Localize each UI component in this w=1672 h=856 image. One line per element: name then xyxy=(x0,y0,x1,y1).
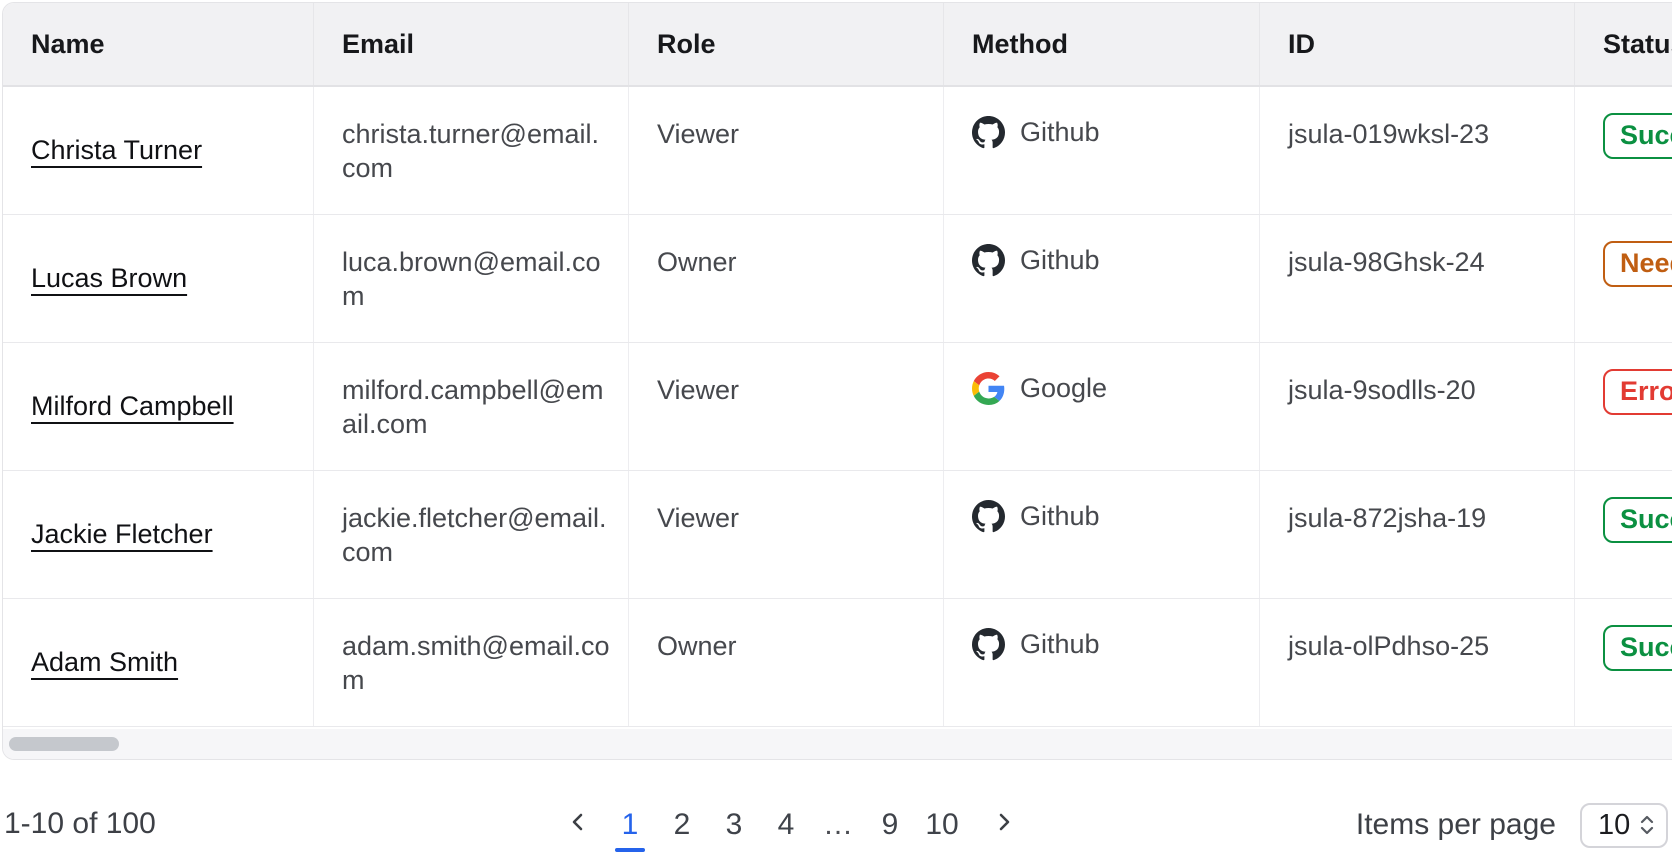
results-range-label: 1-10 of 100 xyxy=(4,807,156,840)
user-name-link[interactable]: Jackie Fletcher xyxy=(31,519,213,549)
status-cell: Success xyxy=(1574,599,1672,726)
method-label: Github xyxy=(1020,629,1100,659)
status-cell: Success xyxy=(1574,87,1672,214)
previous-page-button[interactable] xyxy=(556,794,600,856)
name-cell: Lucas Brown xyxy=(3,215,313,342)
select-spinner-icon xyxy=(1638,813,1656,837)
table-row: Adam Smith adam.smith@email.com Owner Githu… xyxy=(3,599,1672,727)
table-header-row: Name EmailRoleMethodIDStatus xyxy=(3,3,1672,87)
page-button-4[interactable]: 4 xyxy=(764,794,808,856)
table-row: Milford Campbell milford.campbell@email.c… xyxy=(3,343,1672,471)
column-header-role: Role xyxy=(628,3,943,85)
email-cell: luca.brown@email.com xyxy=(313,215,628,342)
table-row: Jackie Fletcher jackie.fletcher@email.com… xyxy=(3,471,1672,599)
github-icon xyxy=(972,500,1005,533)
status-badge: Success xyxy=(1603,113,1672,159)
status-badge: Needs attention xyxy=(1603,241,1672,287)
user-name-link[interactable]: Lucas Brown xyxy=(31,263,188,293)
id-cell: jsula-9sodlls-20 xyxy=(1259,343,1574,470)
items-per-page-value: 10 xyxy=(1598,808,1631,841)
method-cell: Github xyxy=(943,215,1259,342)
email-cell: milford.campbell@email.com xyxy=(313,343,628,470)
page-button-3[interactable]: 3 xyxy=(712,794,756,856)
github-icon xyxy=(972,244,1005,277)
status-badge: Success xyxy=(1603,625,1672,671)
role-cell: Viewer xyxy=(628,87,943,214)
table-row: Christa Turner christa.turner@email.com Vi… xyxy=(3,87,1672,215)
status-cell: Error xyxy=(1574,343,1672,470)
column-header-id: ID xyxy=(1259,3,1574,85)
status-badge: Error xyxy=(1603,369,1672,415)
column-header-name: Name xyxy=(31,28,105,59)
items-per-page-group: Items per page 10 xyxy=(1356,794,1668,856)
id-cell: jsula-872jsha-19 xyxy=(1259,471,1574,598)
column-header-status: Status xyxy=(1574,3,1672,85)
id-cell: jsula-019wksl-23 xyxy=(1259,87,1574,214)
pagination-bar: 1-10 of 100 1 2 3 4… 9 10 Items per page 10 xyxy=(0,794,1672,856)
user-name-link[interactable]: Christa Turner xyxy=(31,135,203,165)
email-cell: christa.turner@email.com xyxy=(313,87,628,214)
github-icon xyxy=(972,116,1005,149)
scrollbar-thumb[interactable] xyxy=(9,737,119,751)
page-list: 1 2 3 4… 9 10 xyxy=(552,794,1030,856)
method-cell: Github xyxy=(943,471,1259,598)
method-cell: Github xyxy=(943,87,1259,214)
items-per-page-label: Items per page xyxy=(1355,808,1556,841)
email-cell: adam.smith@email.com xyxy=(313,599,628,726)
name-cell: Milford Campbell xyxy=(3,343,313,470)
page-button-2[interactable]: 2 xyxy=(660,794,704,856)
method-cell: Github xyxy=(943,599,1259,726)
column-header-method: Method xyxy=(943,3,1259,85)
chevron-left-icon xyxy=(566,808,590,842)
table-body: Christa Turner christa.turner@email.com Vi… xyxy=(3,87,1672,727)
status-badge: Success xyxy=(1603,497,1672,543)
method-label: Github xyxy=(1020,245,1100,275)
column-header-email: Email xyxy=(313,3,628,85)
method-label: Github xyxy=(1020,117,1100,147)
method-label: Github xyxy=(1020,501,1100,531)
page-ellipsis: … xyxy=(816,794,860,856)
role-cell: Owner xyxy=(628,215,943,342)
users-table-card: Name EmailRoleMethodIDStatus Christa Turn… xyxy=(2,2,1672,760)
github-icon xyxy=(972,628,1005,661)
role-cell: Owner xyxy=(628,599,943,726)
email-cell: jackie.fletcher@email.com xyxy=(313,471,628,598)
next-page-button[interactable] xyxy=(982,794,1026,856)
method-cell: Google xyxy=(943,343,1259,470)
page-button-1[interactable]: 1 xyxy=(608,794,652,856)
active-page-indicator xyxy=(615,848,645,852)
id-cell: jsula-98Ghsk-24 xyxy=(1259,215,1574,342)
page-button-9[interactable]: 9 xyxy=(868,794,912,856)
google-icon xyxy=(972,372,1005,405)
table-row: Lucas Brown luca.brown@email.com Owner Gith… xyxy=(3,215,1672,343)
status-cell: Needs attention xyxy=(1574,215,1672,342)
items-per-page-select[interactable]: 10 xyxy=(1580,802,1668,848)
id-cell: jsula-olPdhso-25 xyxy=(1259,599,1574,726)
role-cell: Viewer xyxy=(628,343,943,470)
name-cell: Jackie Fletcher xyxy=(3,471,313,598)
name-cell: Adam Smith xyxy=(3,599,313,726)
horizontal-scrollbar[interactable] xyxy=(3,729,1672,759)
page-button-10[interactable]: 10 xyxy=(920,794,964,856)
user-name-link[interactable]: Milford Campbell xyxy=(31,391,234,421)
status-cell: Success xyxy=(1574,471,1672,598)
role-cell: Viewer xyxy=(628,471,943,598)
name-cell: Christa Turner xyxy=(3,87,313,214)
method-label: Google xyxy=(1020,373,1108,403)
user-name-link[interactable]: Adam Smith xyxy=(31,647,179,677)
chevron-right-icon xyxy=(992,808,1016,842)
